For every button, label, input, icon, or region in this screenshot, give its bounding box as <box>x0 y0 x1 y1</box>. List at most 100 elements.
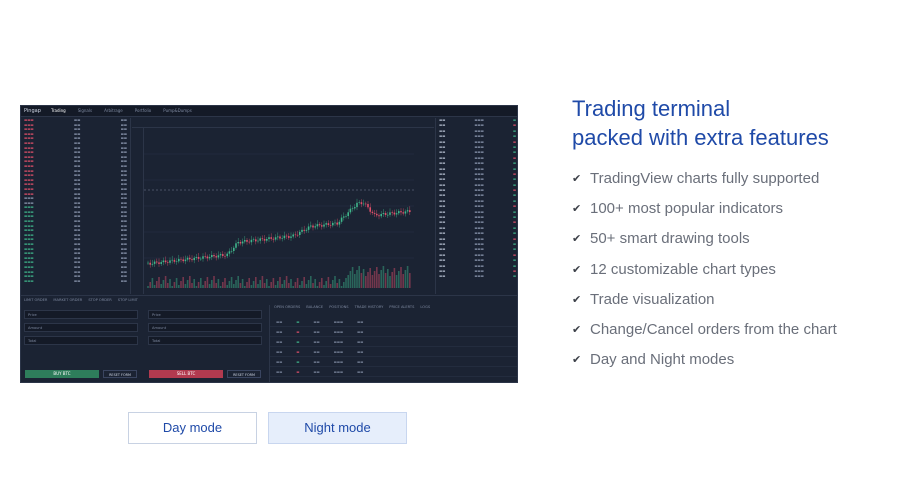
candle-body <box>263 239 266 241</box>
volume-bar <box>307 280 310 288</box>
order-row: ▬▬ ▬ ▬▬ ▬▬▬ ▬▬ <box>270 357 517 367</box>
candle-body <box>336 222 338 225</box>
candle-body <box>378 215 380 217</box>
candle-body <box>224 255 226 257</box>
volume-bar <box>325 281 327 288</box>
orders-tab: PRICE ALERTS <box>389 305 415 309</box>
volume-bar <box>182 277 184 288</box>
pair-row: ▬▬ ▬▬▬ ▬ <box>439 193 516 198</box>
candle-body <box>167 262 169 263</box>
candle-body <box>369 207 371 212</box>
volume-bar <box>402 274 404 288</box>
order-book-row: ▬▬▬ ▬▬ ▬▬ <box>24 214 127 219</box>
candle-body <box>409 210 411 213</box>
terminal-nav-item: Trading <box>51 108 66 113</box>
night-mode-button[interactable]: Night mode <box>268 412 407 444</box>
volume-bar <box>277 281 279 288</box>
candle-body <box>288 236 290 238</box>
order-book-row: ▬▬▬ ▬▬ ▬▬ <box>24 228 127 233</box>
candle-body <box>162 260 165 263</box>
candle-body <box>250 239 253 243</box>
pair-row: ▬▬ ▬▬▬ ▬ <box>439 118 516 122</box>
volume-bar <box>248 278 250 288</box>
order-book-row: ▬▬▬ ▬▬ ▬▬ <box>24 246 127 251</box>
candle-body <box>387 214 389 216</box>
terminal-nav: Trading Signals Arbitrage Portfolio Pump… <box>51 108 192 113</box>
volume-bar <box>237 276 239 288</box>
price-field: Price <box>24 310 138 319</box>
order-book-row: ▬▬▬ ▬▬ ▬▬ <box>24 131 127 136</box>
feature-text: Trade visualization <box>590 290 715 308</box>
candle-body <box>329 225 332 226</box>
pair-row: ▬▬ ▬▬▬ ▬ <box>439 161 516 166</box>
volume-bar <box>310 276 312 288</box>
order-row: ▬▬ ▬ ▬▬ ▬▬▬ ▬▬ <box>270 347 517 357</box>
pair-row: ▬▬ ▬▬▬ ▬ <box>439 204 516 209</box>
sell-button: SELL BTC <box>149 370 223 378</box>
candle-body <box>356 202 358 208</box>
volume-bar <box>347 275 349 288</box>
volume-bar <box>384 273 387 288</box>
chart-toolbar <box>132 118 434 128</box>
volume-bar <box>393 268 396 288</box>
volume-bar <box>149 282 151 288</box>
volume-bar <box>158 277 160 288</box>
volume-bar <box>233 284 235 288</box>
pair-row: ▬▬ ▬▬▬ ▬ <box>439 258 516 263</box>
volume-bar <box>250 285 253 288</box>
candle-body <box>226 253 228 257</box>
volume-bar <box>380 270 382 288</box>
candle-body <box>290 236 292 238</box>
feature-item: ✔ 100+ most popular indicators <box>572 200 837 230</box>
candle-body <box>312 225 314 228</box>
volume-bar <box>268 286 270 288</box>
order-book-row: ▬▬▬ ▬▬ ▬▬ <box>24 205 127 210</box>
volume-bar <box>391 272 393 288</box>
day-mode-button[interactable]: Day mode <box>128 412 257 444</box>
candle-body <box>222 254 224 256</box>
sell-form: Price Amount Total SELL BTC RESET FORM <box>145 306 265 382</box>
candle-body <box>208 257 211 259</box>
candle-body <box>233 247 235 251</box>
order-row: ▬▬ ▬ ▬▬ ▬▬▬ ▬▬ <box>270 337 517 347</box>
candle-body <box>169 260 171 263</box>
volume-bar <box>178 285 180 288</box>
orders-panel: OPEN ORDERS BALANCE POSITIONS TRADE HIST… <box>269 305 517 382</box>
candle-body <box>296 234 299 236</box>
candle-body <box>338 221 341 225</box>
candle-body <box>294 234 297 236</box>
volume-bar <box>173 282 176 288</box>
orders-tab: OPEN ORDERS <box>274 305 301 309</box>
candle-body <box>180 258 182 260</box>
candle-body <box>367 204 369 208</box>
candle-body <box>316 224 319 227</box>
volume-bar <box>164 276 167 288</box>
candle-body <box>156 261 158 263</box>
volume-bar <box>292 286 294 288</box>
candle-body <box>376 213 378 216</box>
volume-bar <box>332 280 334 288</box>
candle-body <box>384 213 387 215</box>
candle-body <box>274 237 277 240</box>
volume-bar <box>305 284 308 288</box>
candle-body <box>261 238 264 240</box>
feature-text: TradingView charts fully supported <box>590 170 820 187</box>
terminal-nav-item: Portfolio <box>134 108 152 113</box>
candle-body <box>358 202 360 203</box>
volume-bar <box>299 285 301 288</box>
order-book-row: ▬▬▬ ▬▬ ▬▬ <box>24 265 127 269</box>
orders-tab: POSITIONS <box>329 305 349 309</box>
candle-body <box>153 261 156 264</box>
volume-bar <box>382 266 385 288</box>
buy-button: BUY BTC <box>25 370 99 378</box>
check-icon: ✔ <box>572 354 582 367</box>
candle-body <box>389 212 391 215</box>
candle-body <box>164 260 167 263</box>
orders-tabs: OPEN ORDERS BALANCE POSITIONS TRADE HIST… <box>270 305 517 309</box>
order-book-row: ▬▬▬ ▬▬ ▬▬ <box>24 122 127 127</box>
order-book-row: ▬▬▬ ▬▬ ▬▬ <box>24 140 127 145</box>
order-book-row: ▬▬▬ ▬▬ ▬▬ <box>24 274 127 279</box>
volume-bar <box>169 279 171 288</box>
order-type-tab: STOP ORDER <box>88 298 112 302</box>
feature-text: Day and Night modes <box>590 351 735 369</box>
